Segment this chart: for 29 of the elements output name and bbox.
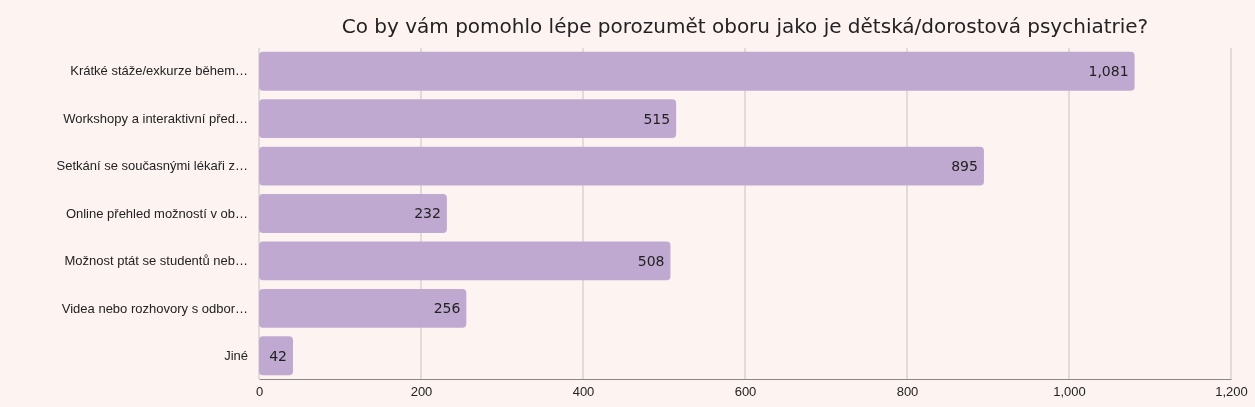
y-tick-label: Možnost ptát se studentů neb… [64, 253, 248, 269]
x-tick-label: 800 [896, 384, 919, 400]
x-tick-label: 400 [572, 384, 595, 400]
y-tick-label: Online přehled možností v ob… [65, 205, 248, 221]
data-label: 42 [269, 347, 288, 364]
data-label: 895 [951, 157, 978, 174]
y-tick-label: Jiné [224, 347, 248, 363]
y-tick-label: Workshopy a interaktivní před… [63, 110, 248, 126]
bar [259, 99, 677, 139]
x-tick-label: 1,000 [1053, 384, 1086, 400]
bar [259, 336, 294, 376]
y-tick-label: Videa nebo rozhovory s odbor… [61, 300, 248, 316]
y-tick-label: Setkání se současnými lékaři z… [56, 158, 248, 174]
data-label: 515 [643, 110, 671, 127]
data-label: 508 [637, 252, 665, 269]
bar [259, 194, 447, 233]
bar [259, 146, 984, 186]
x-tick-label: 600 [734, 384, 757, 400]
data-label: 232 [414, 205, 441, 222]
bar [259, 288, 467, 328]
data-label: 1,081 [1088, 63, 1129, 80]
bar [259, 51, 1135, 91]
data-label: 256 [433, 300, 461, 317]
y-tick-label: Krátké stáže/exkurze během… [70, 63, 248, 79]
x-tick-label: 0 [255, 384, 264, 400]
x-tick-label: 200 [410, 384, 433, 400]
chart-title: Co by vám pomohlo lépe porozumět oboru jako je dětská/dorostová psychiatrie? [341, 14, 1149, 38]
x-tick-label: 1,200 [1215, 384, 1248, 400]
bar [259, 241, 671, 281]
